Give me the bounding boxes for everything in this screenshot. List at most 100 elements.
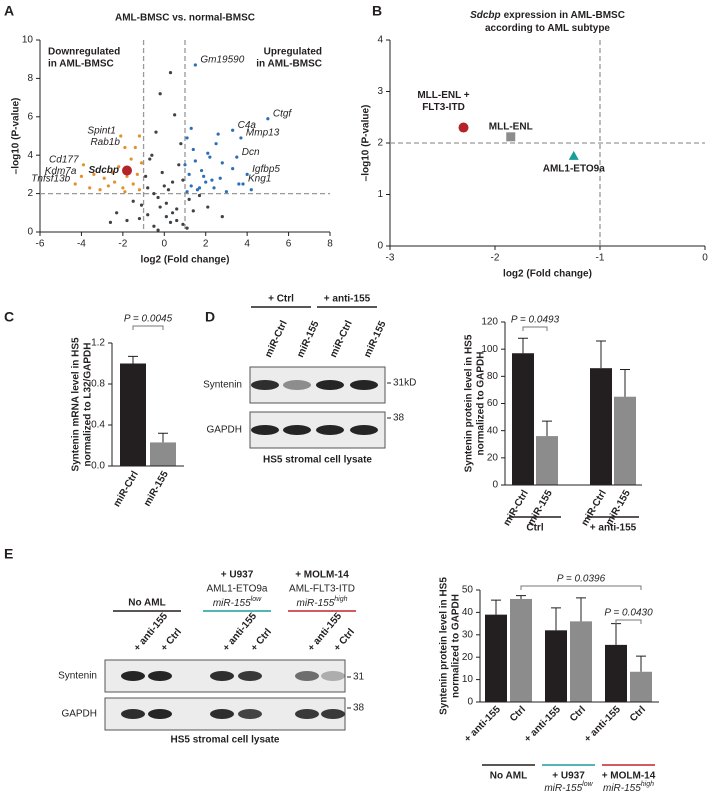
blot-header: + anti-155 [324,294,371,305]
x-axis-label: log2 (Fold change) [141,255,230,266]
bar [590,368,612,485]
point [175,218,179,223]
row-label: GAPDH [61,709,97,720]
chart-title: according to AML subtype [485,23,610,34]
y-tick-label: 4 [377,35,383,46]
blot-band [210,671,234,681]
significance-label: P = 0.0493 [511,315,560,326]
point [115,211,119,215]
lane-label: miR-155 [295,319,322,359]
error-bar [491,599,501,615]
x-tick-label: -3 [386,253,395,264]
x-tick-label: -1 [596,253,605,264]
point [175,207,179,211]
x-tick-label: 0 [702,253,708,264]
point [73,182,77,186]
point [179,142,183,146]
bar [614,396,636,485]
blot-band [295,671,319,681]
blot-band [316,425,344,435]
group-label: in AML-BMSC [256,59,322,70]
point [185,190,189,194]
point-label: AML1-ETO9a [543,164,605,175]
point [191,209,195,213]
bar [510,598,532,702]
point [208,155,212,159]
lane-label: miR-155 [362,319,389,359]
point [189,126,193,130]
blot-header-mir: miR-155low [213,596,262,608]
group-label: + anti-155 [590,523,637,534]
bar [570,621,592,702]
blot-band [350,425,378,435]
point-label: MLL-ENL [489,121,533,132]
y-tick-label: 0.0 [91,461,105,472]
point [146,186,150,190]
point [121,186,125,190]
point [106,184,110,188]
point [568,150,579,160]
x-tick-label: + anti-155 [462,704,503,745]
blot-caption: HS5 stromal cell lysate [171,735,280,746]
point [185,226,189,230]
x-tick-label: Ctrl [628,704,648,724]
x-tick-label: Ctrl [508,704,528,724]
point [241,182,245,186]
bar [605,644,627,702]
point [154,130,158,134]
point [187,197,191,201]
blot-header: No AML [128,598,165,609]
x-tick-label: 6 [286,239,292,250]
y-axis-label: normalized to GAPDH [476,352,487,456]
y-tick-label: 100 [481,344,498,355]
bar [545,630,567,702]
point [131,199,135,203]
significance-bracket [132,325,164,330]
x-tick-label: miR-Ctrl [112,469,141,509]
blot-band [251,380,279,390]
x-tick-label: Ctrl [568,704,588,724]
y-tick-label: 60 [487,398,499,409]
group-sublabel: miR-155low [544,781,593,792]
blot-header-mir: miR-155high [296,596,347,608]
y-tick-label: 0 [27,227,33,238]
group-sublabel-sup: high [641,781,654,788]
blot-band [321,709,345,719]
blot-header: AML-FLT3-ITD [289,584,355,595]
group-label: + MOLM-14 [602,771,656,782]
point [214,142,218,146]
error-bar [611,623,621,645]
point [92,172,96,176]
x-tick-label: 2 [203,239,209,250]
bar [536,436,558,485]
y-axis-label: Syntenin protein level in HS5 [439,577,450,715]
blot-band [350,380,378,390]
group-label: No AML [490,771,527,782]
chart-title: Sdcbp expression in AML-BMSC [470,10,625,21]
y-axis-label: normalized to GAPDH [451,594,462,698]
point [131,182,135,186]
point [458,122,469,133]
blot-band [121,709,145,719]
group-label: Ctrl [526,523,543,534]
y-tick-label: 1 [377,189,383,200]
error-bar [542,420,552,437]
blot-caption: HS5 stromal cell lysate [263,455,372,466]
significance-label: P = 0.0430 [604,608,653,619]
error-bar [516,595,526,599]
blot-header: + Ctrl [268,294,294,305]
y-tick-label: 0 [492,480,498,491]
point [193,159,197,163]
bar [630,671,652,702]
y-tick-label: 2 [377,138,383,149]
point [123,145,127,150]
y-tick-label: 0.8 [91,379,105,390]
point [266,117,270,121]
point [158,92,162,96]
y-tick-label: 20 [487,452,499,463]
significance-label: P = 0.0045 [124,314,173,325]
lane-label: + Ctrl [249,627,274,654]
blot-band [283,425,311,435]
y-tick-label: 50 [462,585,474,596]
size-marker: 38 [353,703,365,714]
